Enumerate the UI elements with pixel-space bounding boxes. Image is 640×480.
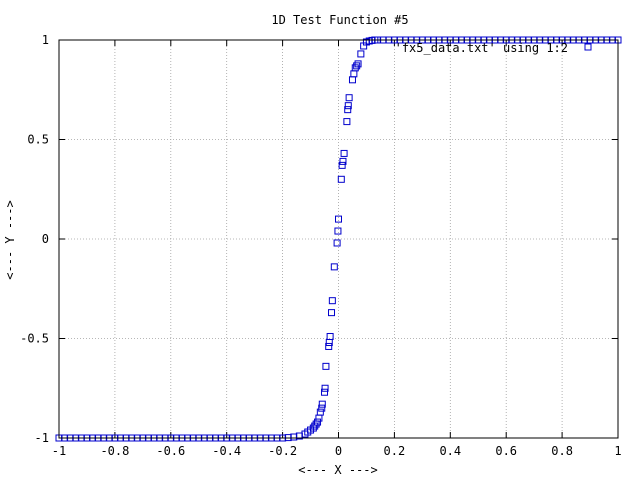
y-tick-label: -0.5 bbox=[20, 332, 49, 346]
data-point bbox=[325, 342, 333, 350]
data-point bbox=[330, 263, 338, 271]
plot-frame bbox=[58, 39, 619, 439]
x-tick-label: 0.4 bbox=[439, 444, 461, 458]
data-point bbox=[338, 161, 346, 169]
data-point bbox=[357, 50, 365, 58]
data-point bbox=[340, 149, 348, 157]
data-point bbox=[326, 333, 334, 341]
x-tick-label: 0.6 bbox=[495, 444, 517, 458]
data-point bbox=[333, 239, 341, 247]
x-tick-label: 0.2 bbox=[384, 444, 406, 458]
x-tick-label: -0.2 bbox=[268, 444, 297, 458]
legend-marker bbox=[584, 43, 592, 51]
data-point bbox=[334, 227, 342, 235]
data-point bbox=[318, 400, 326, 408]
data-point bbox=[339, 157, 347, 165]
legend-label: 'fx5_data.txt' using 1:2 bbox=[395, 41, 568, 55]
data-point bbox=[316, 408, 324, 416]
chart-title: 1D Test Function #5 bbox=[271, 13, 408, 27]
y-tick-label: 1 bbox=[42, 33, 49, 47]
x-axis-label: <--- X ---> bbox=[298, 463, 377, 477]
x-tick-label: 0 bbox=[335, 444, 342, 458]
y-tick-label: 0 bbox=[42, 232, 49, 246]
x-tick-label: -0.6 bbox=[156, 444, 185, 458]
x-tick-label: -1 bbox=[52, 444, 66, 458]
data-point bbox=[337, 175, 345, 183]
data-point bbox=[353, 62, 361, 70]
x-tick-label: -0.4 bbox=[212, 444, 241, 458]
x-tick-label: 1 bbox=[614, 444, 621, 458]
data-point bbox=[318, 404, 326, 412]
data-point bbox=[321, 388, 329, 396]
data-point bbox=[344, 102, 352, 110]
data-point bbox=[343, 118, 351, 126]
data-point bbox=[322, 362, 330, 370]
y-axis-label: <--- Y ---> bbox=[3, 200, 17, 279]
grid bbox=[59, 40, 618, 438]
data-point bbox=[314, 418, 322, 426]
data-point bbox=[328, 297, 336, 305]
data-point bbox=[354, 60, 362, 68]
y-tick-label: -1 bbox=[35, 431, 49, 445]
data-point bbox=[328, 309, 336, 317]
data-point bbox=[335, 215, 342, 223]
y-tick-label: 0.5 bbox=[27, 133, 49, 147]
x-tick-label: -0.8 bbox=[100, 444, 129, 458]
data-point bbox=[321, 384, 329, 392]
legend: 'fx5_data.txt' using 1:2 bbox=[395, 41, 592, 55]
x-tick-label: 0.8 bbox=[551, 444, 573, 458]
data-point bbox=[345, 94, 353, 102]
tick-labels: -1 -0.8 -0.6 -0.4 -0.2 0 0.2 0.4 0.6 0.8 1 -1 -0.5 0 0… bbox=[20, 33, 622, 458]
data-point bbox=[344, 106, 352, 114]
